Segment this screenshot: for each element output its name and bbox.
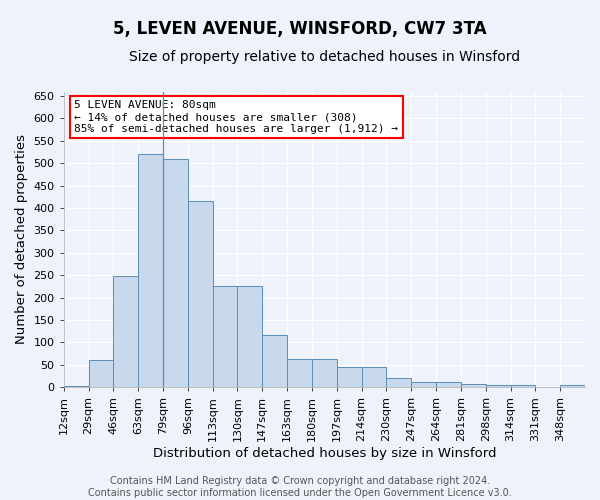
- Title: Size of property relative to detached houses in Winsford: Size of property relative to detached ho…: [129, 50, 520, 64]
- Y-axis label: Number of detached properties: Number of detached properties: [15, 134, 28, 344]
- Bar: [212, 286, 238, 388]
- Bar: [411, 382, 436, 388]
- Bar: [560, 384, 585, 388]
- Text: 5, LEVEN AVENUE, WINSFORD, CW7 3TA: 5, LEVEN AVENUE, WINSFORD, CW7 3TA: [113, 20, 487, 38]
- Bar: [386, 378, 411, 388]
- X-axis label: Distribution of detached houses by size in Winsford: Distribution of detached houses by size …: [152, 447, 496, 460]
- Bar: [89, 360, 113, 388]
- Bar: [312, 359, 337, 388]
- Bar: [436, 382, 461, 388]
- Bar: [163, 159, 188, 388]
- Bar: [362, 366, 386, 388]
- Bar: [238, 286, 262, 388]
- Bar: [337, 367, 362, 388]
- Bar: [138, 154, 163, 388]
- Bar: [64, 386, 89, 388]
- Bar: [188, 202, 212, 388]
- Bar: [113, 276, 138, 388]
- Text: 5 LEVEN AVENUE: 80sqm
← 14% of detached houses are smaller (308)
85% of semi-det: 5 LEVEN AVENUE: 80sqm ← 14% of detached …: [74, 100, 398, 134]
- Text: Contains HM Land Registry data © Crown copyright and database right 2024.
Contai: Contains HM Land Registry data © Crown c…: [88, 476, 512, 498]
- Bar: [287, 359, 312, 388]
- Bar: [511, 384, 535, 388]
- Bar: [461, 384, 486, 388]
- Bar: [486, 384, 511, 388]
- Bar: [262, 335, 287, 388]
